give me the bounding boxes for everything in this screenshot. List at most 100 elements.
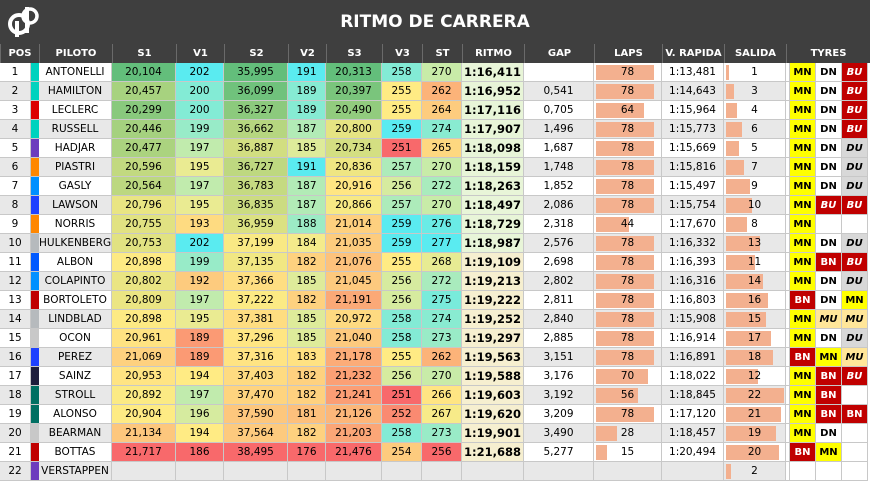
v1-cell: 196 [176,405,224,424]
grid-position-value: 12 [747,370,762,382]
v1-cell [176,462,224,481]
v3-cell: 254 [382,443,422,462]
laps-value: 64 [620,104,635,116]
fastest-lap-cell: 1:16,803 [662,291,724,310]
position-cell: 16 [0,348,31,367]
laps-cell: 70 [594,367,662,386]
laps-value: 78 [620,351,635,363]
grid-position-bar [726,217,747,232]
laps-cell [594,462,662,481]
fastest-lap-cell: 1:15,908 [662,310,724,329]
st-cell: 275 [422,291,462,310]
tyre-compound-1: MN [790,234,816,253]
grid-position-bar [726,407,781,422]
grid-position-value: 16 [747,294,762,306]
s2-cell: 37,470 [224,386,288,405]
grid-position-value: 2 [751,465,758,477]
gap-cell: 2,802 [524,272,594,291]
table-row: 1 ANTONELLI 20,104 35,995 20,313 1:16,411 202 1… [0,63,870,82]
s3-cell: 20,313 [326,63,382,82]
s3-cell: 21,232 [326,367,382,386]
ritmo-cell: 1:18,987 [462,234,524,253]
fastest-lap-cell: 1:15,669 [662,139,724,158]
gap-cell [524,63,594,82]
tyre-compound-1: MN [790,82,816,101]
gap-cell: 5,277 [524,443,594,462]
driver-name: LECLERC [39,101,112,120]
team-color-bar [31,120,39,139]
ritmo-cell: 1:19,222 [462,291,524,310]
v2-cell: 185 [288,139,326,158]
v1-cell: 202 [176,234,224,253]
tyre-compound-3: MU [842,348,868,367]
laps-cell: 78 [594,139,662,158]
gap-cell: 2,840 [524,310,594,329]
header-ritmo: RITMO [462,44,524,63]
v2-cell: 182 [288,367,326,386]
grid-position-value: 14 [747,275,762,287]
grid-position-value: 5 [751,142,758,154]
laps-value: 78 [620,313,635,325]
v2-cell: 183 [288,348,326,367]
v2-cell: 182 [288,253,326,272]
header-s1: S1 [112,44,176,63]
grid-position-value: 1 [751,66,758,78]
fastest-lap-cell: 1:15,497 [662,177,724,196]
tyre-spacer [786,405,790,424]
team-color-bar [31,82,39,101]
s3-cell: 21,040 [326,329,382,348]
laps-value: 70 [620,370,635,382]
tyre-spacer [786,177,790,196]
fastest-lap-cell: 1:13,481 [662,63,724,82]
laps-value: 78 [620,180,635,192]
table-row: 20 BEARMAN 21,134 37,564 21,203 1:19,901 194 18… [0,424,870,443]
grid-position-bar [726,331,771,346]
laps-cell: 78 [594,177,662,196]
v2-cell: 187 [288,196,326,215]
tyre-compound-2 [816,215,842,234]
driver-name: VERSTAPPEN [39,462,112,481]
driver-name: ALONSO [39,405,112,424]
laps-value: 78 [620,237,635,249]
laps-value: 78 [620,294,635,306]
s2-cell: 36,327 [224,101,288,120]
grid-position-cell: 4 [724,101,786,120]
grid-position-cell: 14 [724,272,786,291]
laps-cell: 78 [594,405,662,424]
grid-position-cell: 8 [724,215,786,234]
grid-position-value: 11 [747,256,762,268]
gap-cell: 3,176 [524,367,594,386]
tyre-spacer [786,272,790,291]
tyre-spacer [786,424,790,443]
st-cell: 272 [422,272,462,291]
team-color-bar [31,443,39,462]
tyre-compound-2 [816,462,842,481]
v1-cell: 197 [176,139,224,158]
st-cell: 264 [422,101,462,120]
grid-position-cell: 1 [724,63,786,82]
table-row: 7 GASLY 20,564 36,783 20,916 1:18,263 197 187 25… [0,177,870,196]
s3-cell: 20,836 [326,158,382,177]
tyre-compound-3: BU [842,63,868,82]
grid-position-cell: 16 [724,291,786,310]
gap-cell [524,462,594,481]
tyre-compound-1: MN [790,253,816,272]
team-color-bar [31,234,39,253]
tyre-compound-1: MN [790,424,816,443]
v1-cell: 192 [176,272,224,291]
s3-cell: 20,972 [326,310,382,329]
v2-cell: 187 [288,120,326,139]
v3-cell: 257 [382,196,422,215]
s2-cell: 37,366 [224,272,288,291]
table-row: 9 NORRIS 20,755 36,959 21,014 1:18,729 193 188 2… [0,215,870,234]
fastest-lap-cell: 1:15,773 [662,120,724,139]
grid-position-value: 7 [751,161,758,173]
s1-cell: 20,898 [112,310,176,329]
grid-position-bar [726,274,763,289]
position-cell: 8 [0,196,31,215]
tyre-compound-2: DN [816,158,842,177]
grid-position-value: 20 [747,446,762,458]
gap-cell: 1,748 [524,158,594,177]
gap-cell: 3,209 [524,405,594,424]
ritmo-cell: 1:18,159 [462,158,524,177]
